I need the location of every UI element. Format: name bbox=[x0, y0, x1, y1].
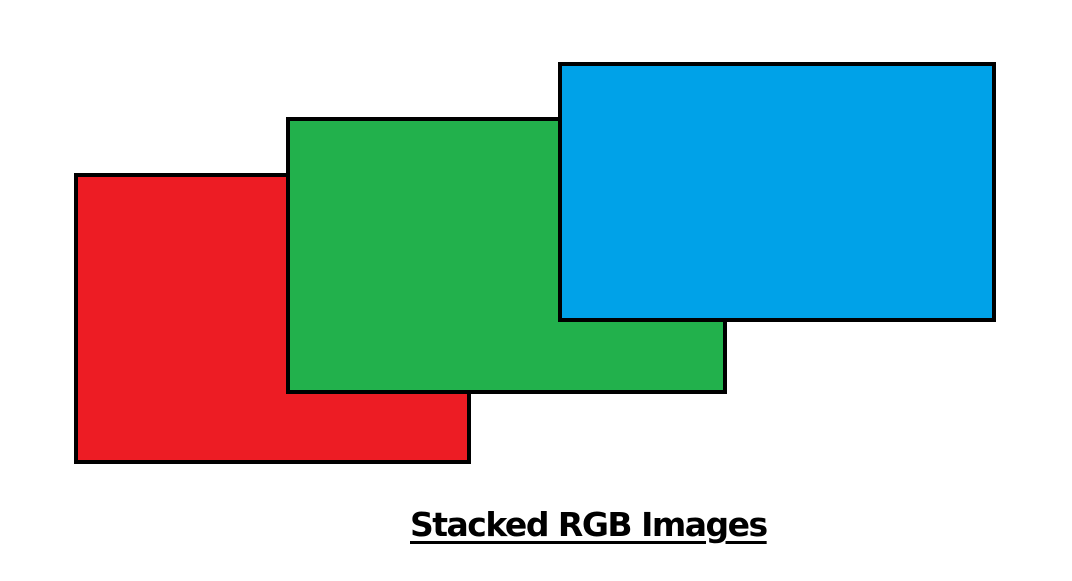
diagram-caption: Stacked RGB Images bbox=[410, 503, 767, 547]
blue-channel-layer bbox=[558, 62, 996, 322]
